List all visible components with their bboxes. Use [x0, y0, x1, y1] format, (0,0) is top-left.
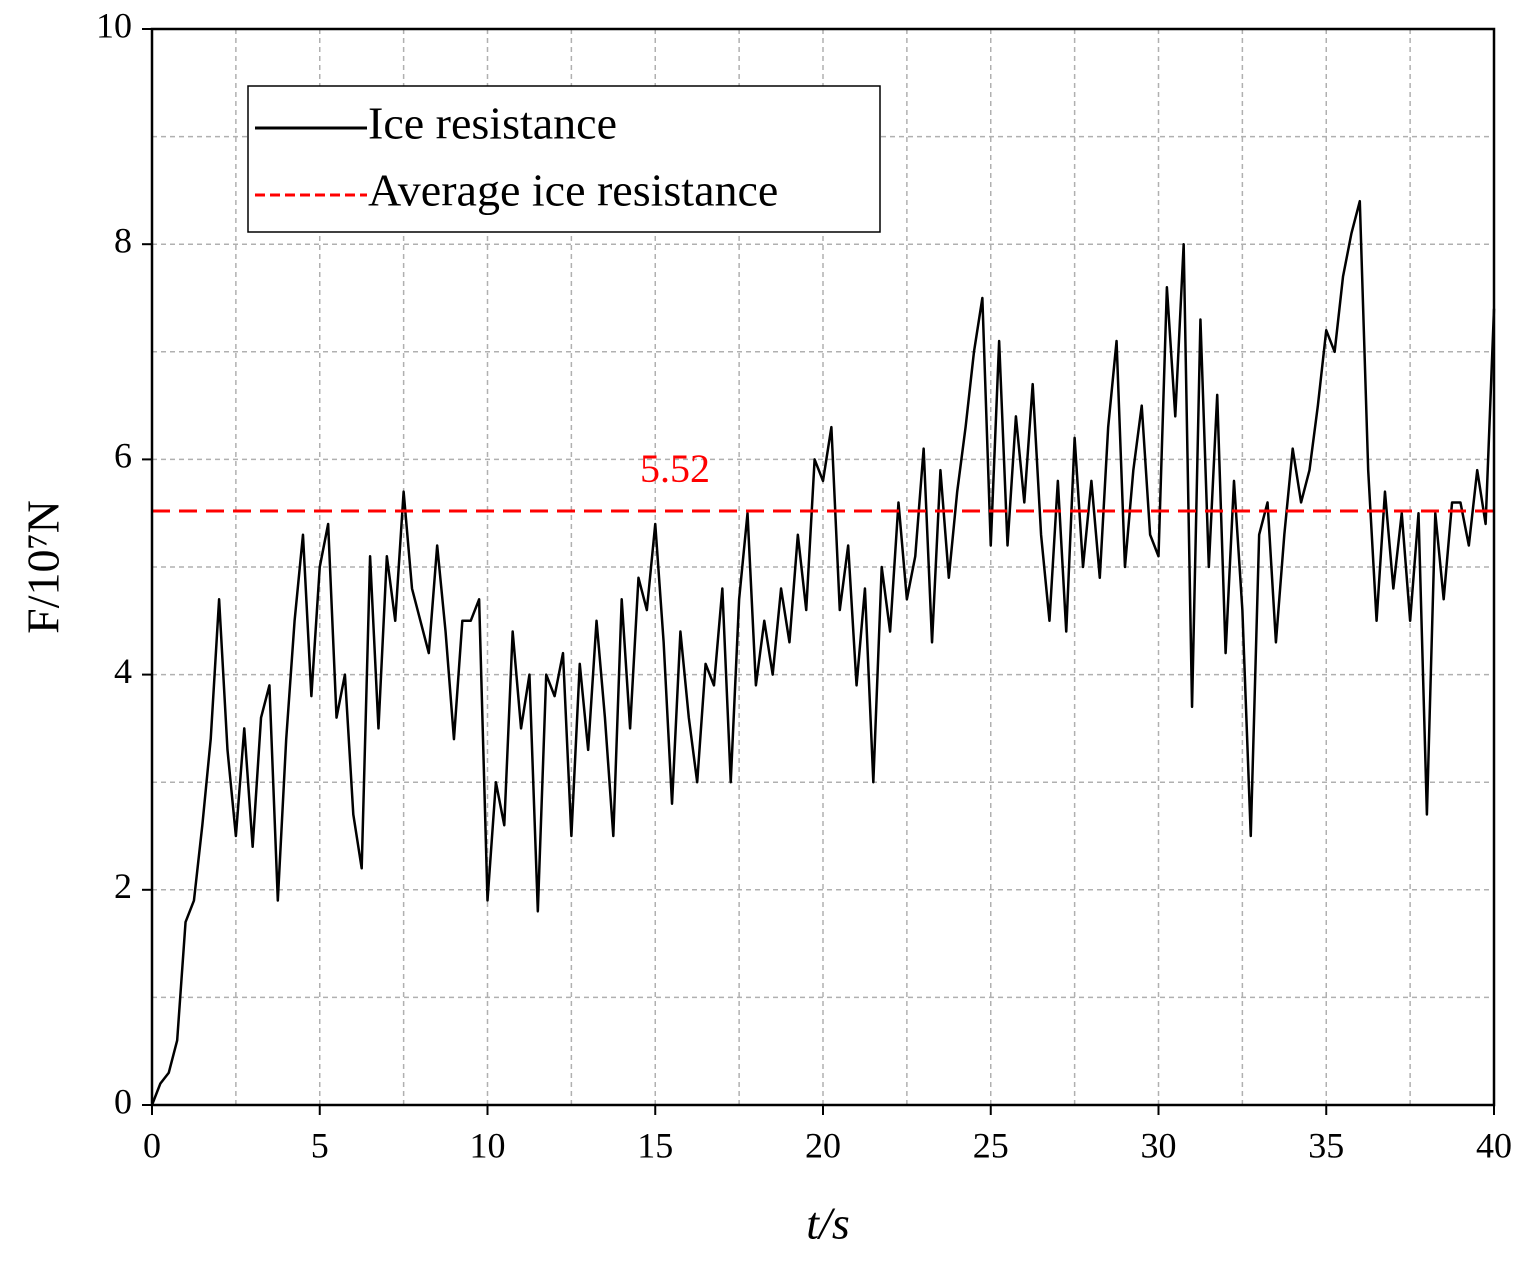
x-tick-label: 5 [311, 1125, 329, 1165]
x-axis-label: t/s [806, 1198, 849, 1249]
plot-frame [150, 27, 1496, 1107]
x-tick-label: 25 [973, 1125, 1009, 1165]
y-axis-label: F/10⁷N [18, 500, 69, 634]
average-label: 5.52 [640, 446, 710, 491]
y-tick-label: 8 [114, 220, 132, 260]
x-tick-label: 15 [637, 1125, 673, 1165]
x-tick-label: 0 [143, 1125, 161, 1165]
y-tick-label: 10 [96, 5, 132, 45]
y-tick-label: 2 [114, 866, 132, 906]
x-tick-label: 10 [470, 1125, 506, 1165]
data-line [150, 199, 1496, 1106]
y-tick-label: 6 [114, 436, 132, 476]
legend-label: Average ice resistance [368, 165, 778, 216]
x-tick-label: 30 [1141, 1125, 1177, 1165]
y-tick-label: 4 [114, 651, 132, 691]
y-tick-label: 0 [114, 1081, 132, 1121]
x-tick-label: 35 [1308, 1125, 1344, 1165]
legend-label: Ice resistance [368, 98, 617, 149]
legend-box [247, 85, 881, 233]
x-tick-label: 20 [805, 1125, 841, 1165]
x-tick-label: 40 [1476, 1125, 1512, 1165]
